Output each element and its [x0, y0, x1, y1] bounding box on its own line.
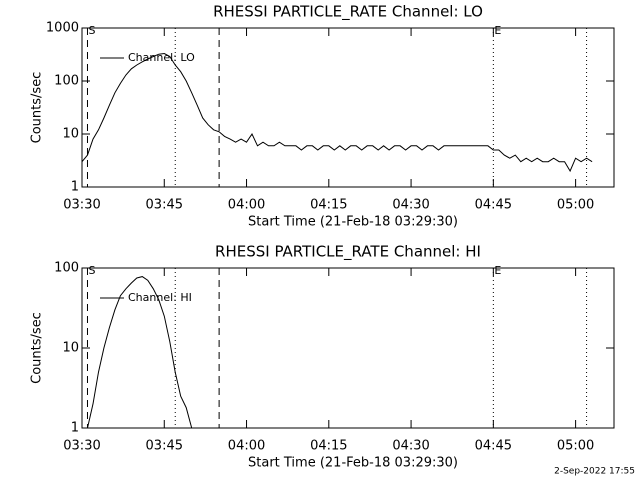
- y-tick-label: 100: [54, 74, 79, 89]
- legend-label: Channel: LO: [128, 51, 195, 64]
- x-tick-label: 04:15: [310, 198, 347, 213]
- x-axis-label: Start Time (21-Feb-18 03:29:30): [248, 456, 458, 471]
- annotation: E: [494, 264, 501, 277]
- x-tick-label: 04:15: [310, 439, 347, 454]
- x-tick-label: 03:45: [146, 198, 183, 213]
- x-axis-label: Start Time (21-Feb-18 03:29:30): [248, 215, 458, 230]
- data-line: [82, 52, 593, 173]
- x-tick-label: 03:30: [63, 439, 100, 454]
- y-tick-label: 10: [62, 341, 79, 356]
- chart-title: RHESSI PARTICLE_RATE Channel: HI: [215, 243, 481, 262]
- x-tick-label: 04:45: [475, 439, 512, 454]
- x-tick-label: 05:00: [557, 439, 594, 454]
- chart-title: RHESSI PARTICLE_RATE Channel: LO: [213, 3, 483, 22]
- y-tick-label: 10: [62, 127, 79, 142]
- y-tick-label: 1: [71, 421, 79, 436]
- x-tick-label: 04:30: [392, 198, 429, 213]
- x-tick-label: 04:00: [228, 439, 265, 454]
- x-tick-label: 03:30: [63, 198, 100, 213]
- plot-frame: [81, 27, 615, 188]
- x-tick-label: 05:00: [557, 198, 594, 213]
- y-tick-label: 1: [71, 180, 79, 195]
- y-tick-label: 100: [54, 261, 79, 276]
- x-tick-label: 04:00: [228, 198, 265, 213]
- annotation: E: [494, 24, 501, 37]
- annotation: S: [88, 24, 95, 37]
- data-line: [87, 276, 193, 428]
- y-axis-label: Counts/sec: [30, 312, 45, 384]
- y-axis-label: Counts/sec: [30, 72, 45, 144]
- x-tick-label: 03:45: [146, 439, 183, 454]
- annotation: S: [88, 264, 95, 277]
- y-tick-label: 1000: [46, 21, 79, 36]
- legend-label: Channel: HI: [128, 291, 192, 304]
- x-tick-label: 04:30: [392, 439, 429, 454]
- footer: 2-Sep-2022 17:55: [554, 467, 635, 477]
- x-tick-label: 04:45: [475, 198, 512, 213]
